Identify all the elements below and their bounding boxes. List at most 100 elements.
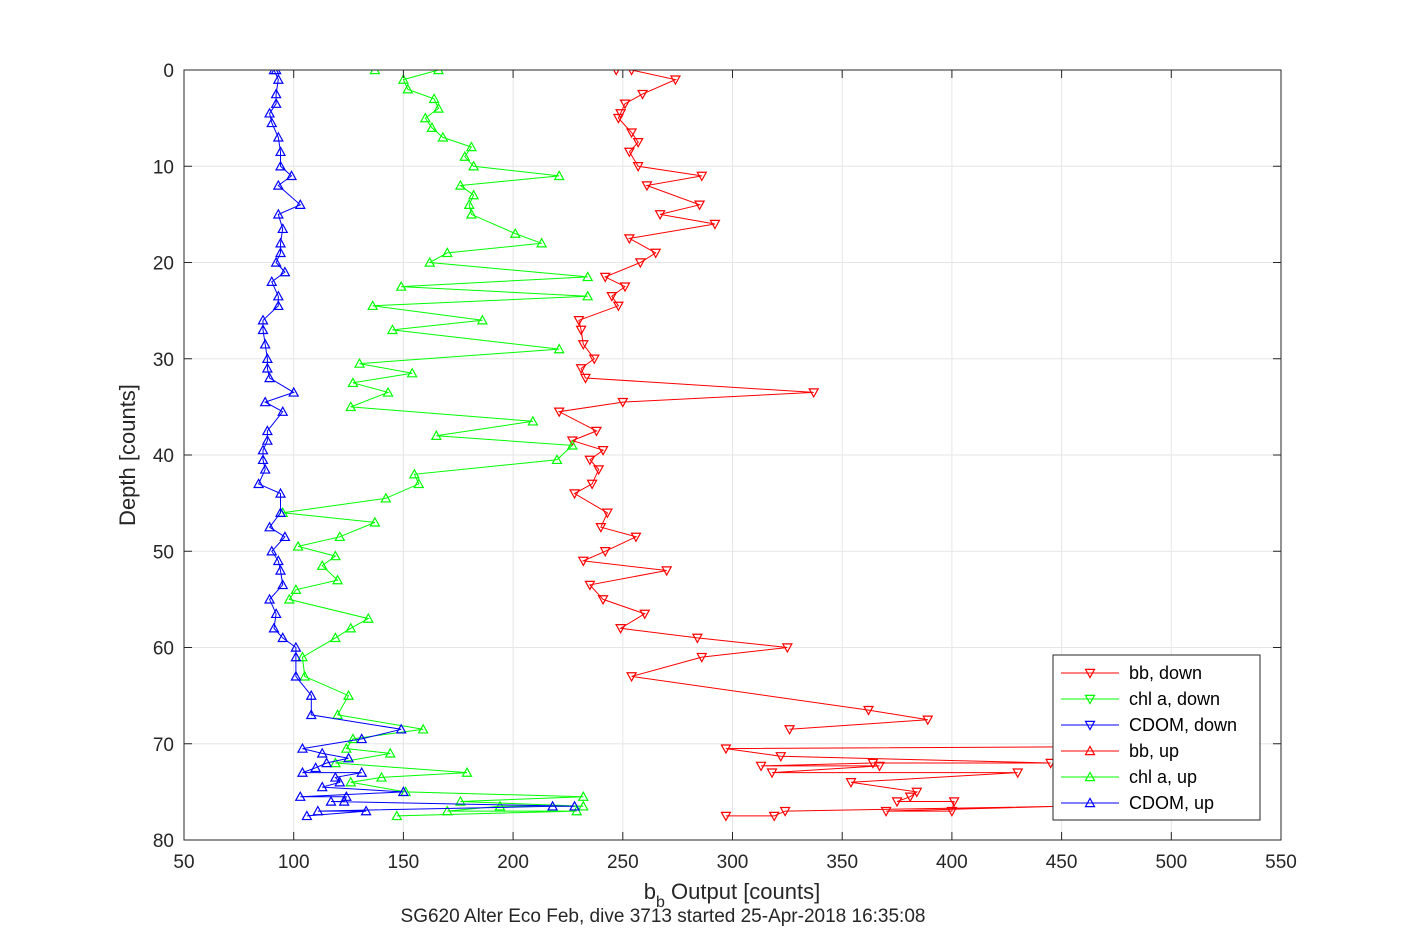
bb-up-point xyxy=(766,768,778,779)
cdom-point xyxy=(296,742,308,753)
cdom-point xyxy=(257,444,269,455)
cdom-point xyxy=(270,256,282,267)
bb-down-point xyxy=(575,364,587,375)
chl-a-point xyxy=(551,454,563,465)
bb-up-line xyxy=(725,746,1106,817)
bb-down-point xyxy=(601,508,613,519)
chl-a-point xyxy=(582,290,594,301)
bb-down-point xyxy=(863,705,875,716)
cdom-point xyxy=(285,170,298,181)
chl-a-point xyxy=(329,757,341,768)
legend-marker xyxy=(1084,771,1096,782)
bb-up-point xyxy=(720,811,732,822)
chl-a-point xyxy=(459,150,471,161)
chl-a-point xyxy=(413,478,425,489)
chl-a-point xyxy=(299,670,311,681)
chl-a-point xyxy=(380,492,392,503)
bb-down-point xyxy=(694,200,706,211)
series-layer xyxy=(253,70,1111,822)
cdom-point xyxy=(397,786,409,797)
bb-down-point xyxy=(577,340,589,351)
cdom-point xyxy=(266,545,278,556)
cdom-point xyxy=(356,766,368,777)
cdom-point xyxy=(395,723,407,734)
y-tick-label: 30 xyxy=(153,350,174,371)
chl-a-point xyxy=(566,439,578,450)
y-tick-label: 40 xyxy=(153,446,174,467)
bb-up-point xyxy=(1012,768,1024,779)
chl-a-point xyxy=(577,790,589,801)
chl-a-point xyxy=(441,247,453,258)
cdom-point xyxy=(275,146,287,157)
bb-down-point xyxy=(590,426,602,437)
chl-a-line xyxy=(282,70,588,817)
chl-a-point xyxy=(536,237,548,248)
chl-a-point xyxy=(347,377,359,388)
bb-up-point xyxy=(948,797,960,808)
x-tick-label: 250 xyxy=(607,852,639,873)
cdom-point xyxy=(270,608,282,619)
cdom-point xyxy=(301,810,313,821)
cdom-point xyxy=(275,507,287,517)
chl-a-point xyxy=(345,401,357,412)
bb-down-point xyxy=(669,75,681,86)
legend-entry: chl a, up xyxy=(1129,767,1197,787)
chl-a-point xyxy=(509,227,521,238)
legend-marker xyxy=(1084,694,1096,705)
bb-down-point xyxy=(630,532,642,543)
cdom-point xyxy=(257,314,269,325)
cdom-point xyxy=(264,372,276,383)
chl-a-point xyxy=(424,256,436,267)
chl-a-point xyxy=(290,584,302,594)
x-tick-label: 450 xyxy=(1046,852,1078,873)
cdom-point xyxy=(270,97,282,108)
y-tick-label: 70 xyxy=(153,735,174,756)
chl-a-point xyxy=(465,141,477,152)
cdom-point xyxy=(338,795,350,806)
bb-down-point xyxy=(595,522,607,533)
bb-down-point xyxy=(619,282,631,293)
bb-down-point xyxy=(615,624,627,634)
bb-up-series xyxy=(720,742,1111,822)
cdom-point xyxy=(294,199,306,209)
bb-down-point xyxy=(637,89,649,100)
x-tick-label: 50 xyxy=(173,852,194,873)
cdom-point xyxy=(277,405,289,416)
chl-a-point xyxy=(582,271,594,282)
bb-down-point xyxy=(566,436,578,447)
bb-down-point xyxy=(641,181,653,192)
chl-a-point xyxy=(296,651,308,662)
bb-down-point xyxy=(691,633,703,644)
chl-a-point xyxy=(347,733,359,744)
chl-a-point xyxy=(553,343,565,354)
x-tick-label: 200 xyxy=(497,852,529,873)
cdom-point xyxy=(257,454,269,465)
cdom-point xyxy=(272,300,284,311)
chl-a-point xyxy=(408,468,420,479)
chl-a-point xyxy=(430,430,442,440)
y-tick-label: 50 xyxy=(153,542,174,563)
chl-a-point xyxy=(571,805,583,816)
cdom-point xyxy=(272,555,284,566)
bb-down-point xyxy=(606,291,618,302)
chl-a-point xyxy=(395,280,407,291)
cdom-point xyxy=(290,670,302,681)
chl-a-point xyxy=(432,102,445,113)
cdom-point xyxy=(360,805,372,816)
legend-marker xyxy=(1084,668,1096,679)
bb-down-point xyxy=(617,397,629,408)
chl-a-point xyxy=(386,324,398,335)
cdom-point xyxy=(305,689,317,700)
chl-a-point xyxy=(316,559,328,570)
y-axis-label: Depth [counts] xyxy=(115,384,140,526)
cdom-point xyxy=(310,762,322,773)
chl-a-point xyxy=(369,70,381,75)
cdom-point xyxy=(261,425,273,436)
chl-a-point xyxy=(441,805,453,816)
legend-marker xyxy=(1084,745,1096,756)
bb-up-point xyxy=(779,806,791,817)
bb-down-point xyxy=(639,609,651,620)
x-axis-label: bb Output [counts] xyxy=(644,879,820,911)
cdom-point xyxy=(261,353,273,363)
